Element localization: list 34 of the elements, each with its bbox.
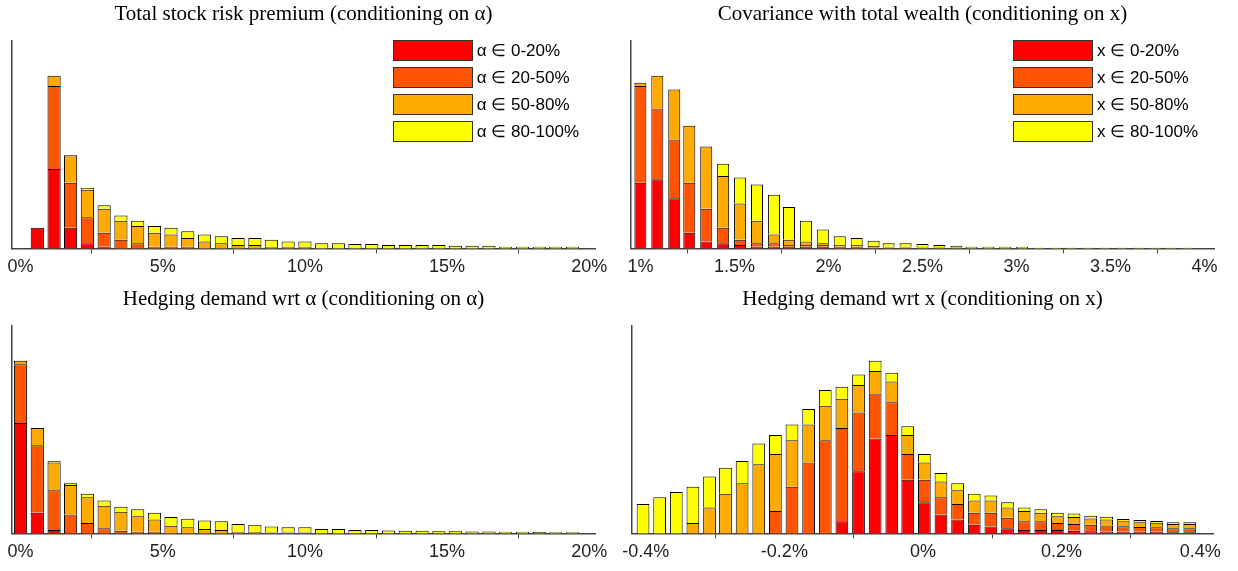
x-tick-label: -0.2% bbox=[760, 541, 808, 562]
x-tick-label: 1% bbox=[627, 256, 654, 277]
x-tick-label: 20% bbox=[571, 541, 608, 562]
legend-label: α ∈ 50-80% bbox=[476, 94, 570, 115]
legend-label: x ∈ 80-100% bbox=[1097, 121, 1198, 142]
x-tick-label: 15% bbox=[429, 541, 466, 562]
x-tick-label: 20% bbox=[571, 256, 608, 277]
x-tick-label: 5% bbox=[149, 256, 176, 277]
x-tick-label: -0.4% bbox=[622, 541, 670, 562]
legend-label: x ∈ 20-50% bbox=[1097, 67, 1189, 88]
chart-title: Hedging demand wrt x (conditioning on x) bbox=[742, 286, 1103, 311]
legend-label: α ∈ 20-50% bbox=[476, 67, 570, 88]
x-tick-label: 0% bbox=[7, 256, 34, 277]
x-tick-label: 1.5% bbox=[713, 256, 755, 277]
x-tick-label: 0% bbox=[909, 541, 936, 562]
x-tick-label: 0.2% bbox=[1041, 541, 1083, 562]
x-tick-label: 4% bbox=[1191, 256, 1218, 277]
chart-title: Total stock risk premium (conditioning on α) bbox=[114, 1, 493, 26]
x-tick-label: 10% bbox=[286, 541, 323, 562]
x-tick-label: 0.4% bbox=[1179, 541, 1221, 562]
legend-label: α ∈ 0-20% bbox=[476, 40, 561, 61]
x-tick-label: 5% bbox=[149, 541, 176, 562]
x-tick-label: 10% bbox=[286, 256, 323, 277]
legend-label: α ∈ 80-100% bbox=[476, 121, 579, 142]
x-tick-label: 0% bbox=[7, 541, 34, 562]
chart-title: Hedging demand wrt α (conditioning on α) bbox=[122, 286, 485, 311]
chart-title: Covariance with total wealth (conditioning on x) bbox=[717, 1, 1128, 26]
x-tick-label: 15% bbox=[429, 256, 466, 277]
x-tick-label: 2.5% bbox=[901, 256, 944, 277]
legend-label: x ∈ 50-80% bbox=[1097, 94, 1189, 115]
x-tick-label: 3.5% bbox=[1090, 256, 1132, 277]
x-tick-label: 3% bbox=[1003, 256, 1030, 277]
legend-label: x ∈ 0-20% bbox=[1097, 40, 1180, 61]
x-tick-label: 2% bbox=[815, 256, 842, 277]
